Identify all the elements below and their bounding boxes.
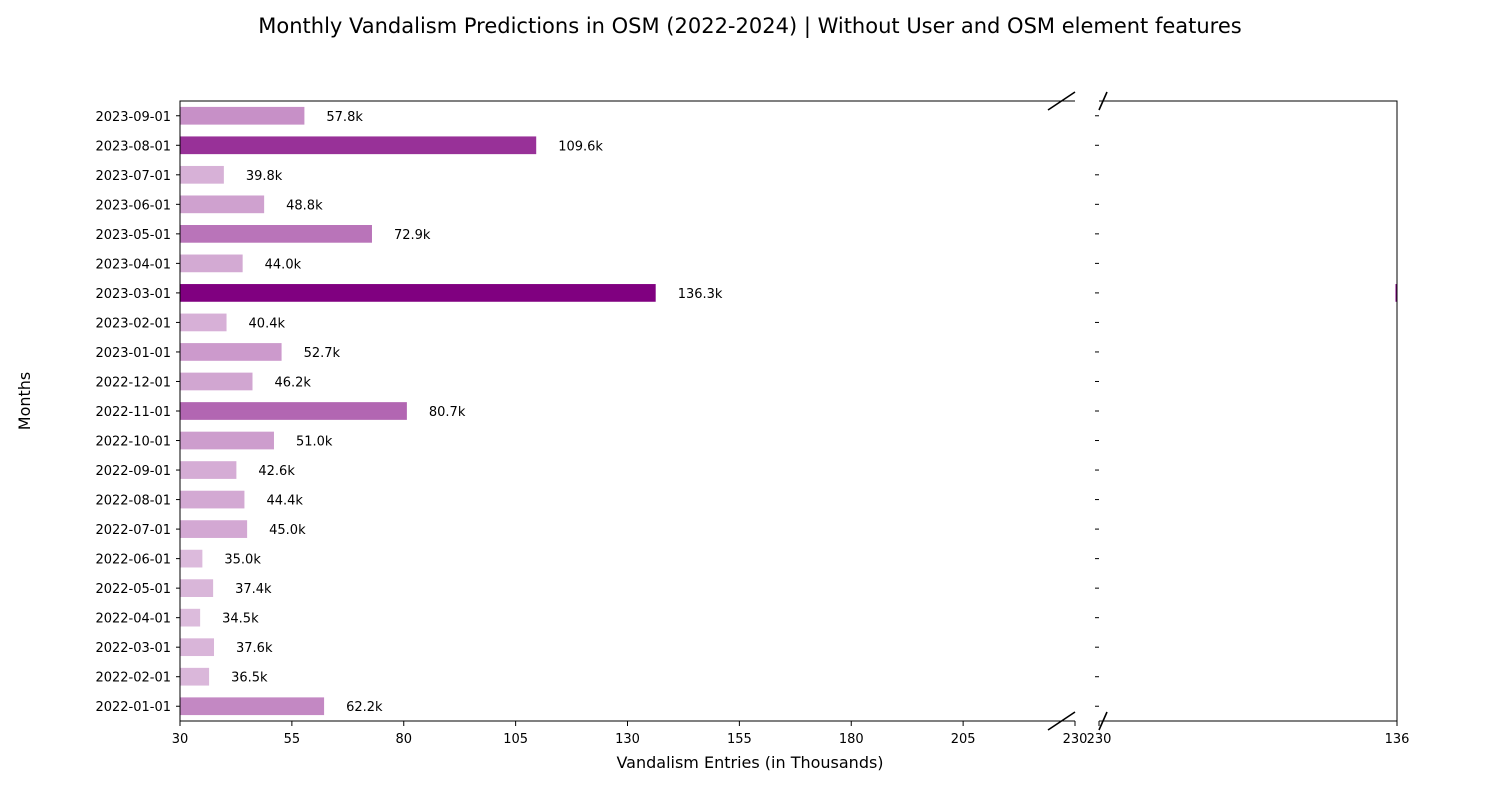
y-tick-label-2022-08-01: 2022-08-01 xyxy=(95,494,171,509)
y-tick-label-2022-12-01: 2022-12-01 xyxy=(95,375,171,390)
y-tick-label-2023-07-01: 2023-07-01 xyxy=(95,169,171,184)
bar-2022-04-01 xyxy=(180,608,201,627)
x-tick-label-205: 205 xyxy=(951,732,976,747)
break-mark-right-bottom xyxy=(1098,711,1108,731)
value-label-2022-08-01: 44.4k xyxy=(266,494,303,509)
bar-2022-03-01 xyxy=(180,638,215,657)
bar-2023-06-01 xyxy=(180,195,265,214)
value-label-2022-02-01: 36.5k xyxy=(231,671,268,686)
value-label-2022-10-01: 51.0k xyxy=(296,435,333,450)
right-x-tick-label-136: 136 xyxy=(1385,732,1410,747)
y-tick-label-2023-03-01: 2023-03-01 xyxy=(95,287,171,302)
bar-2022-10-01 xyxy=(180,431,274,450)
value-label-2023-07-01: 39.8k xyxy=(246,169,283,184)
bar-2023-04-01 xyxy=(180,254,243,273)
value-label-2022-09-01: 42.6k xyxy=(258,464,295,479)
x-tick-label-55: 55 xyxy=(284,732,301,747)
y-tick-label-2022-04-01: 2022-04-01 xyxy=(95,612,171,627)
x-tick-label-230: 230 xyxy=(1063,732,1088,747)
y-tick-label-2023-08-01: 2023-08-01 xyxy=(95,139,171,154)
y-tick-label-2022-01-01: 2022-01-01 xyxy=(95,700,171,715)
break-mark-left-bottom xyxy=(1047,711,1076,731)
y-tick-label-2022-11-01: 2022-11-01 xyxy=(95,405,171,420)
bar-2023-08-01 xyxy=(180,136,537,155)
bar-2022-01-01 xyxy=(180,697,325,716)
right-panel-frame xyxy=(1099,100,1398,722)
x-tick-label-130: 130 xyxy=(615,732,640,747)
y-tick-label-2022-10-01: 2022-10-01 xyxy=(95,435,171,450)
bar-2022-05-01 xyxy=(180,579,214,597)
bar-2023-01-01 xyxy=(180,343,282,361)
y-tick-label-2023-02-01: 2023-02-01 xyxy=(95,316,171,331)
value-label-2023-06-01: 48.8k xyxy=(286,198,323,213)
break-mark-right-top xyxy=(1098,91,1108,111)
y-tick-label-2022-09-01: 2022-09-01 xyxy=(95,464,171,479)
right-x-tick-label-230: 230 xyxy=(1087,732,1112,747)
bar-right-2023-03-01 xyxy=(1395,284,1397,302)
y-tick-label-2022-05-01: 2022-05-01 xyxy=(95,582,171,597)
value-label-2022-04-01: 34.5k xyxy=(222,612,259,627)
bar-2022-11-01 xyxy=(180,402,407,420)
value-label-2022-01-01: 62.2k xyxy=(346,700,383,715)
x-tick-label-80: 80 xyxy=(395,732,412,747)
y-axis-label: Months xyxy=(15,372,34,430)
value-label-2022-11-01: 80.7k xyxy=(429,405,466,420)
bar-2022-07-01 xyxy=(180,520,248,538)
y-tick-label-2022-07-01: 2022-07-01 xyxy=(95,523,171,538)
y-tick-label-2023-04-01: 2023-04-01 xyxy=(95,257,171,272)
value-label-2023-09-01: 57.8k xyxy=(326,110,363,125)
bar-2022-08-01 xyxy=(180,490,245,509)
value-label-2022-07-01: 45.0k xyxy=(269,523,306,538)
y-tick-label-2023-05-01: 2023-05-01 xyxy=(95,228,171,243)
bar-2023-05-01 xyxy=(180,225,372,243)
y-tick-label-2023-09-01: 2023-09-01 xyxy=(95,110,171,125)
value-label-2022-06-01: 35.0k xyxy=(224,553,261,568)
y-tick-label-2023-01-01: 2023-01-01 xyxy=(95,346,171,361)
value-label-2023-03-01: 136.3k xyxy=(678,287,723,302)
value-label-2022-03-01: 37.6k xyxy=(236,641,273,656)
value-label-2022-12-01: 46.2k xyxy=(274,375,311,390)
x-tick-label-30: 30 xyxy=(172,732,189,747)
value-label-2023-04-01: 44.0k xyxy=(265,257,302,272)
bar-2022-09-01 xyxy=(180,461,237,479)
value-label-2022-05-01: 37.4k xyxy=(235,582,272,597)
x-tick-label-105: 105 xyxy=(503,732,528,747)
y-tick-label-2023-06-01: 2023-06-01 xyxy=(95,198,171,213)
bar-2023-02-01 xyxy=(180,313,227,332)
value-label-2023-08-01: 109.6k xyxy=(558,139,603,154)
break-mark-left-top xyxy=(1047,91,1076,111)
y-tick-label-2022-06-01: 2022-06-01 xyxy=(95,553,171,568)
value-label-2023-01-01: 52.7k xyxy=(304,346,341,361)
right-panel: 230 136 xyxy=(1087,100,1410,747)
value-label-2023-02-01: 40.4k xyxy=(249,316,286,331)
axis-break-marks xyxy=(1047,91,1108,731)
left-panel: 62.2k 2022-01-01 36.5k 2022-02-01 37.6k 2022-… xyxy=(95,100,1088,747)
y-tick-label-2022-03-01: 2022-03-01 xyxy=(95,641,171,656)
value-label-2023-05-01: 72.9k xyxy=(394,228,431,243)
y-tick-label-2022-02-01: 2022-02-01 xyxy=(95,671,171,686)
x-tick-label-180: 180 xyxy=(839,732,864,747)
bar-2023-07-01 xyxy=(180,165,224,184)
bar-2022-02-01 xyxy=(180,667,210,686)
bar-2023-09-01 xyxy=(180,106,305,125)
x-axis-label: Vandalism Entries (in Thousands) xyxy=(616,753,883,772)
bar-2023-03-01 xyxy=(180,284,656,302)
bar-2022-06-01 xyxy=(180,549,203,568)
chart-title: Monthly Vandalism Predictions in OSM (20… xyxy=(258,14,1241,39)
bar-2022-12-01 xyxy=(180,372,253,391)
x-tick-label-155: 155 xyxy=(727,732,752,747)
